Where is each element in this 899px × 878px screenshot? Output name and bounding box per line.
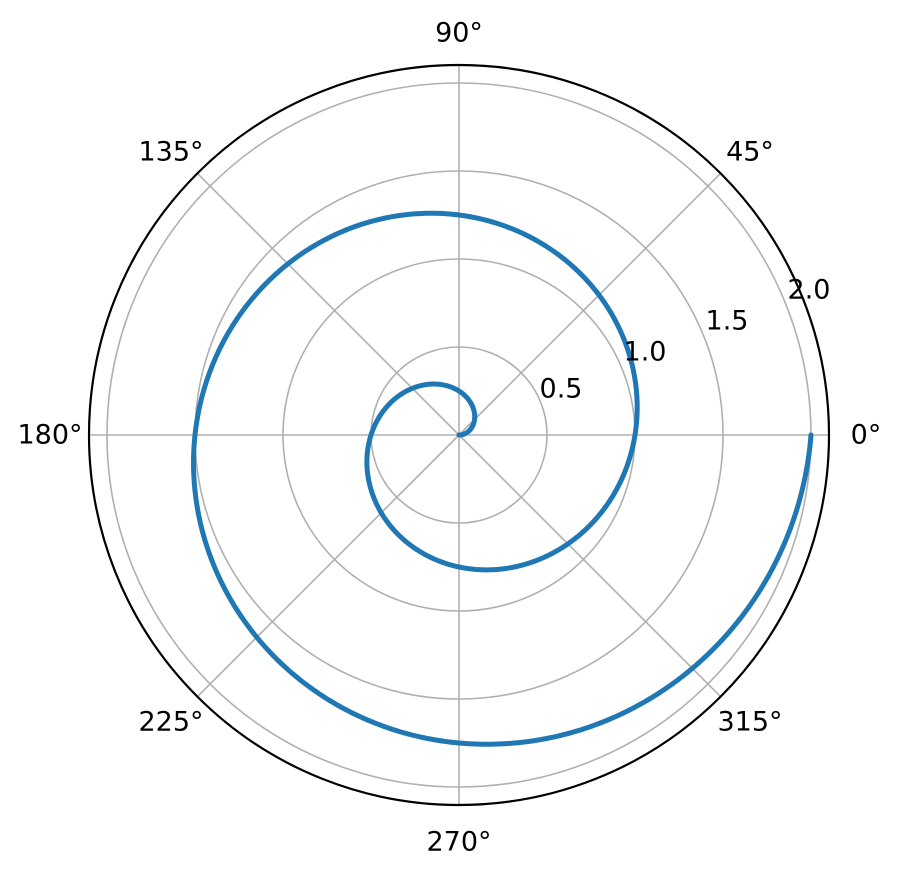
- theta-grid-line-135: [196, 172, 460, 436]
- r-tick-label-1_5: 1.5: [705, 305, 749, 337]
- theta-tick-label-45deg: 45°: [726, 136, 774, 168]
- theta-tick-label-90deg: 90°: [435, 17, 483, 49]
- theta-tick-label-135deg: 135°: [138, 136, 204, 168]
- theta-grid-line-225: [196, 434, 460, 698]
- theta-tick-label-180deg: 180°: [17, 419, 83, 451]
- data-line-spiral: [191, 210, 814, 747]
- polar-outer-spine: [87, 63, 831, 807]
- theta-tick-label-270deg: 270°: [426, 826, 492, 858]
- theta-tick-label-225deg: 225°: [138, 706, 204, 738]
- r-tick-label-1_0: 1.0: [623, 336, 667, 368]
- data-series-group: [191, 210, 814, 747]
- polar-outer-boundary: [87, 63, 831, 807]
- r-tick-label-0_5: 0.5: [539, 373, 583, 405]
- theta-tick-label-0deg: 0°: [850, 419, 882, 451]
- theta-grid-line-315: [458, 434, 722, 698]
- theta-tick-label-315deg: 315°: [717, 706, 783, 738]
- r-tick-label-2_0: 2.0: [787, 274, 831, 306]
- theta-grid-line-45: [458, 172, 722, 436]
